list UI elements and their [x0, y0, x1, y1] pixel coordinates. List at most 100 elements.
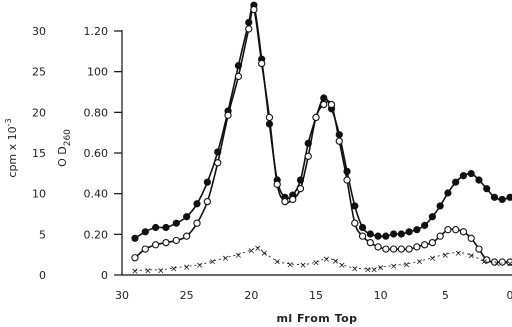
data-point: [327, 100, 336, 109]
data-point: ×: [332, 257, 340, 267]
y-right-tick-label: 0.40: [84, 188, 109, 201]
data-point: ×: [157, 266, 165, 276]
data-point: [428, 213, 436, 221]
data-point: [281, 197, 289, 206]
y-right-tick-label: 0.80: [84, 106, 109, 119]
data-point: [245, 25, 253, 33]
data-point: [312, 113, 320, 122]
data-point: ×: [403, 260, 411, 270]
data-point: ×: [364, 265, 372, 275]
x-tick-label: 0: [507, 289, 512, 302]
series-x: × × × × × × × × × ×××× × × × × ×× × ××× × × × × × × ×× × ×: [131, 244, 512, 277]
data-point: [151, 241, 160, 249]
data-point: [498, 258, 506, 266]
data-point: [506, 193, 512, 201]
data-point: ×: [390, 262, 398, 272]
data-point: ×: [493, 259, 501, 269]
series-line: [134, 2, 511, 239]
data-point: [131, 234, 139, 242]
data-point: [459, 228, 468, 236]
y-left-tick-label: 30: [32, 25, 46, 38]
data-point: [428, 238, 437, 247]
data-point: [203, 197, 212, 206]
data-point: [413, 243, 421, 251]
data-point: [452, 178, 460, 186]
data-point: [374, 232, 382, 240]
data-point: [366, 238, 374, 247]
data-point: ×: [235, 251, 243, 261]
x-axis-title: ml From Top: [276, 312, 357, 325]
data-point: [475, 176, 483, 184]
data-point: ×: [454, 249, 462, 259]
data-point: [351, 219, 359, 227]
data-point: [351, 202, 359, 210]
data-point: [172, 219, 180, 227]
y-left-axis-title: cpm x 10-3: [4, 118, 19, 177]
data-point: [358, 223, 367, 232]
data-point: ×: [506, 259, 512, 269]
data-point: [162, 223, 170, 232]
data-point: [265, 113, 274, 122]
x-tick-label: 15: [309, 289, 323, 302]
data-point: [420, 241, 429, 249]
y-right-tick-label: 0.60: [84, 147, 109, 160]
data-point: ×: [183, 263, 191, 273]
data-point: [444, 226, 452, 234]
data-point: [506, 258, 512, 266]
data-point: [459, 172, 468, 180]
y-left-tick-label: 25: [32, 66, 46, 79]
data-point: [444, 189, 452, 197]
data-point: ×: [286, 260, 294, 270]
data-point: [289, 195, 297, 204]
y-right-axis-sub: 260: [63, 129, 73, 146]
series-filled-circle: [131, 1, 512, 242]
series-line: [134, 7, 510, 264]
y-tick-marks: [114, 30, 122, 276]
y-right-axis-title: O D260: [56, 129, 73, 167]
y-left-tick-label: 15: [32, 147, 46, 160]
data-point: ×: [222, 254, 230, 264]
data-point: ×: [144, 266, 152, 276]
data-point: [467, 234, 475, 242]
data-point: [343, 176, 351, 184]
data-point: [436, 232, 444, 240]
data-point: ×: [467, 252, 475, 262]
data-point: [258, 59, 266, 68]
data-point: [152, 223, 160, 232]
data-point: ×: [377, 264, 385, 274]
y-left-tick-labels: 0 5 10 15 20 25 30: [32, 25, 46, 282]
x-tick-label: 10: [374, 289, 388, 302]
data-point: ×: [323, 255, 331, 265]
data-point: [304, 152, 312, 160]
data-point: [397, 230, 405, 238]
data-point: [203, 178, 211, 186]
data-point: ×: [312, 259, 320, 269]
data-point: [224, 111, 232, 119]
data-point: [490, 193, 499, 201]
data-point: ×: [299, 261, 307, 271]
data-point: [214, 159, 222, 167]
data-point: ×: [429, 254, 437, 264]
x-tick-label: 5: [442, 289, 449, 302]
data-point: [193, 219, 201, 227]
data-point: ×: [480, 258, 488, 268]
data-point: ×: [416, 258, 424, 268]
data-point: [413, 226, 421, 234]
y-right-tick-label: 0.20: [84, 228, 109, 241]
series-line: [134, 246, 511, 272]
data-point: ×: [254, 244, 262, 254]
data-point: [183, 213, 191, 221]
data-point: ×: [260, 249, 268, 259]
data-point: [374, 243, 382, 251]
y-left-tick-label: 10: [32, 188, 46, 201]
data-point: [382, 245, 390, 253]
data-point: [405, 245, 413, 253]
plot-area: × × × × × × × × × ×××× × × × × ×× × ××× × × × × × × ×× × ×: [131, 1, 512, 277]
series-open-circle: [131, 5, 512, 266]
x-tick-label: 30: [115, 289, 129, 302]
data-point: ×: [370, 265, 378, 275]
data-point: [320, 94, 328, 102]
data-point: [162, 238, 170, 247]
data-point: [320, 100, 328, 109]
data-point: [483, 256, 491, 264]
